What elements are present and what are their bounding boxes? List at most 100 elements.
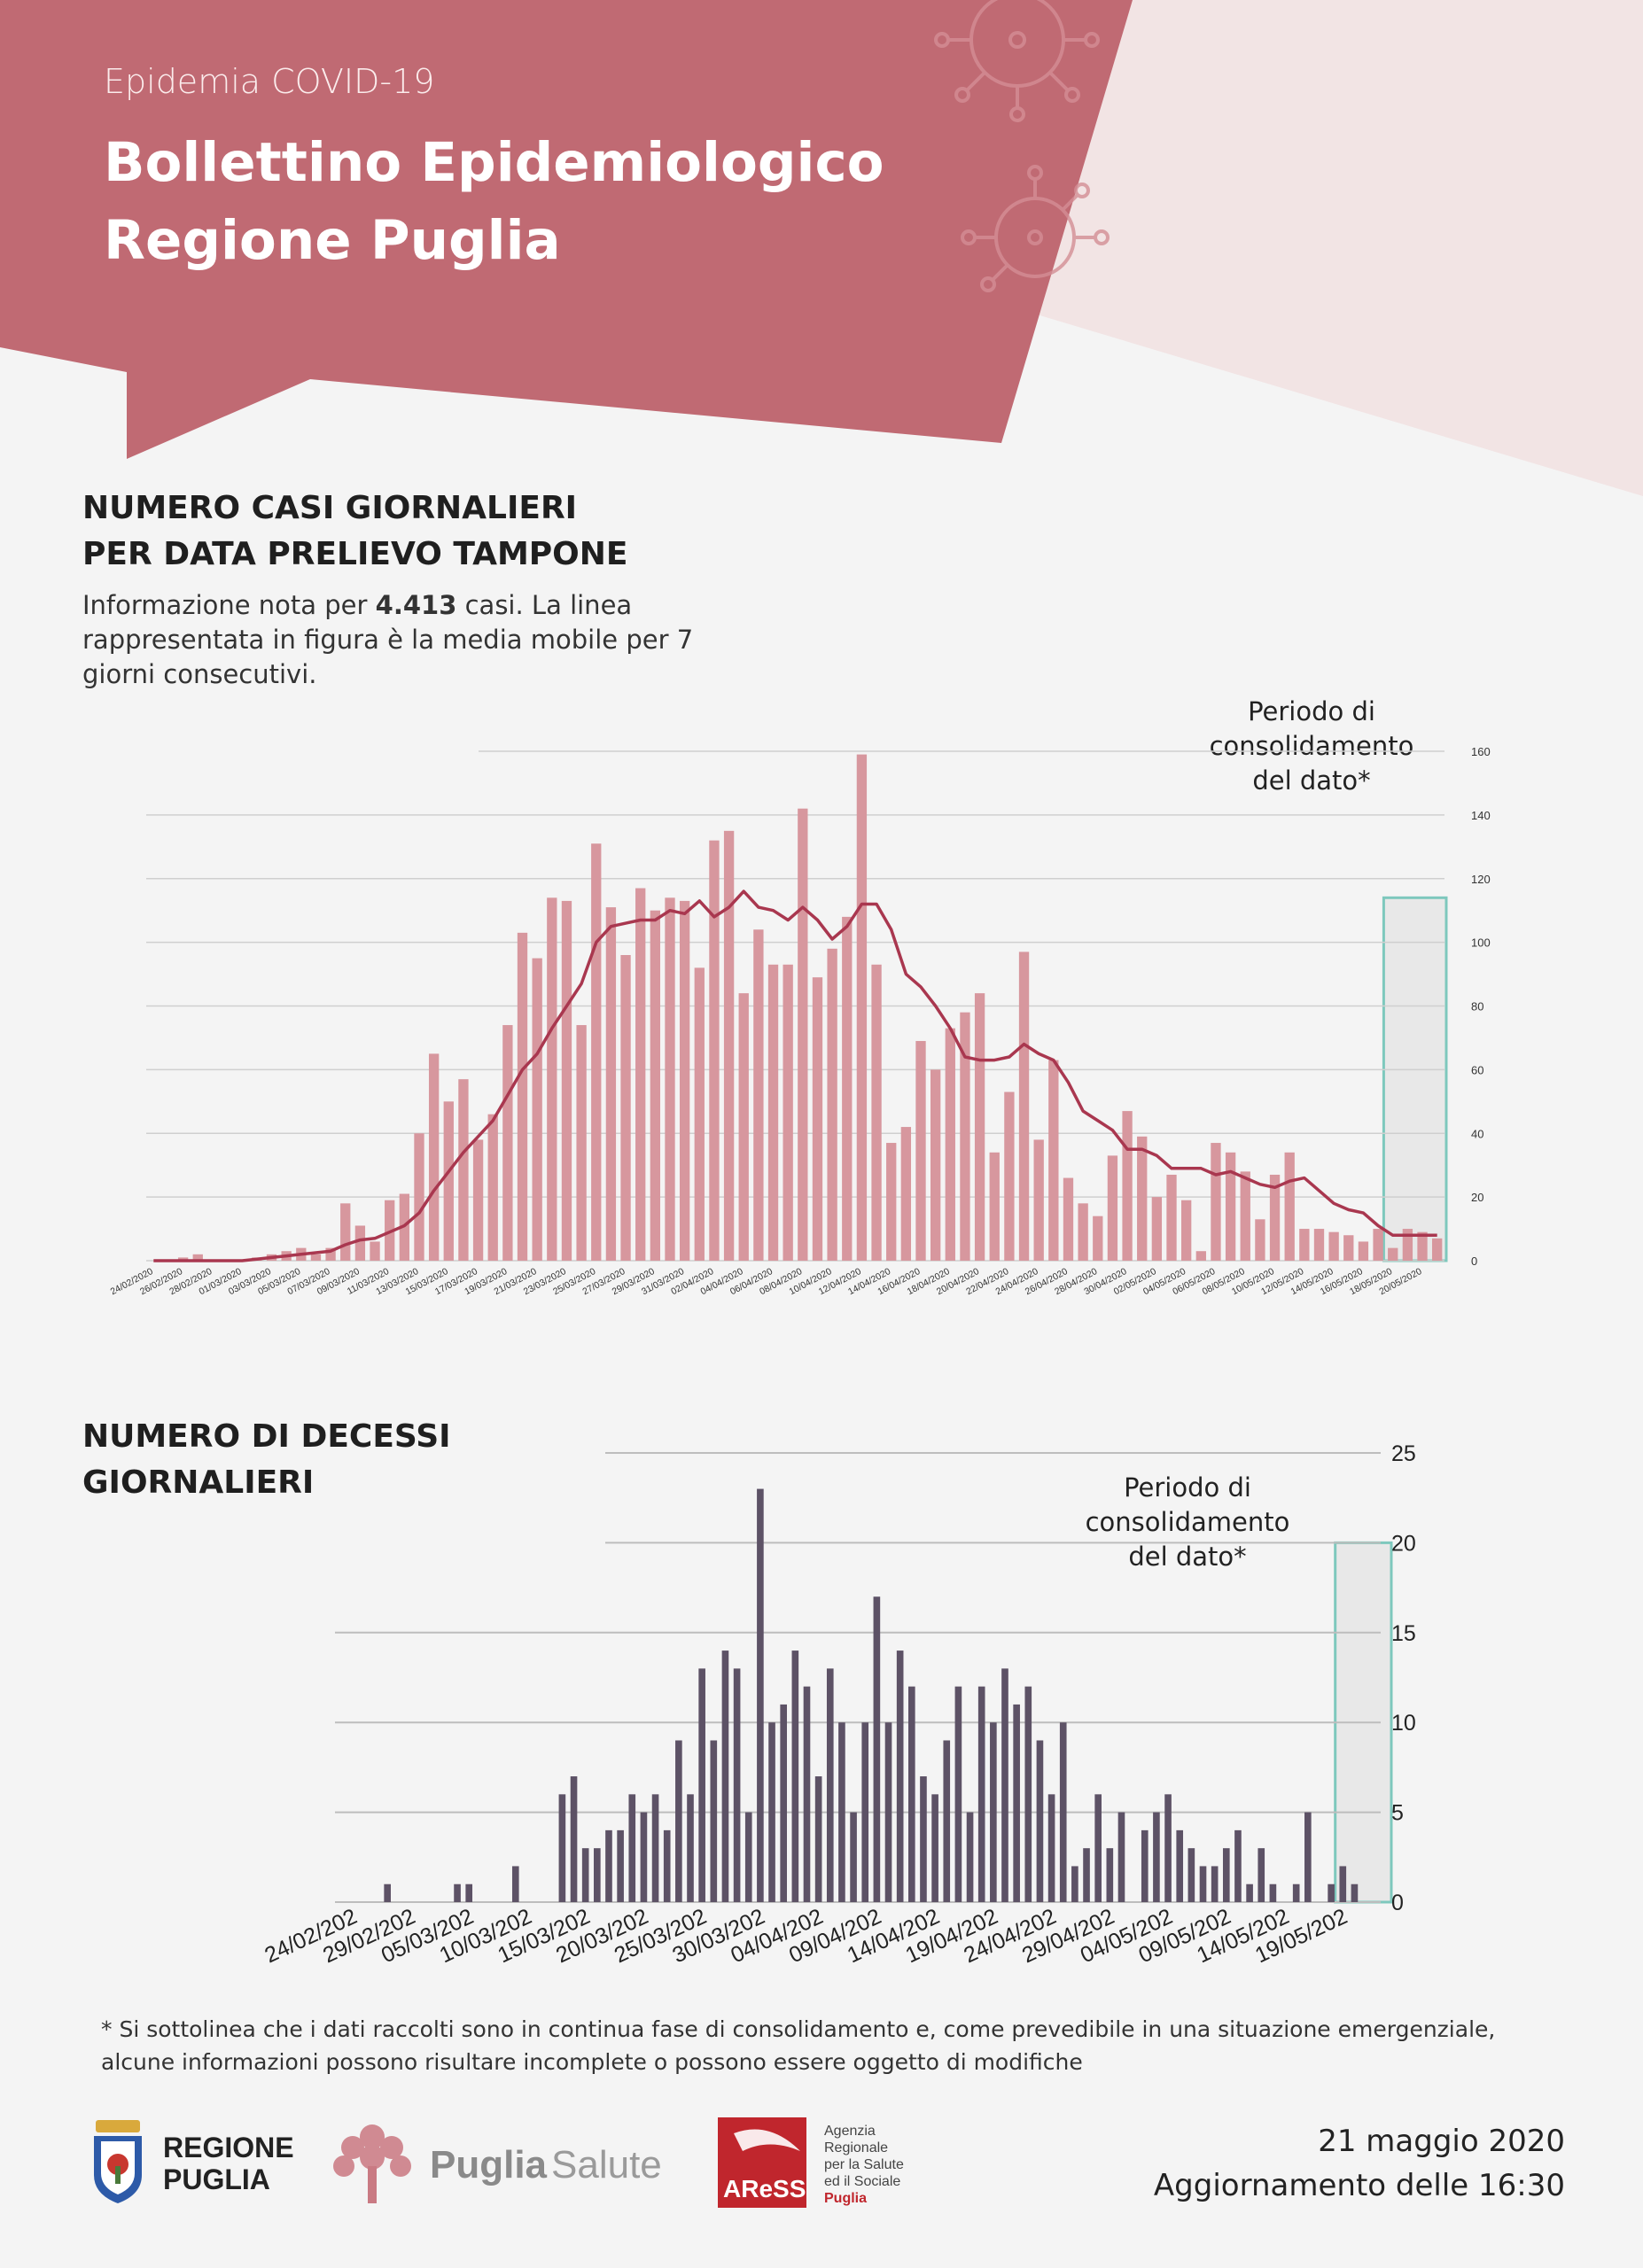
cases-ytick-label: 120 xyxy=(1471,873,1491,886)
cases-ytick-label: 60 xyxy=(1471,1063,1483,1076)
deaths-bar xyxy=(1024,1686,1032,1902)
cases-bar xyxy=(945,1028,955,1261)
deaths-ytick-label: 10 xyxy=(1391,1711,1416,1736)
cases-bar xyxy=(1240,1171,1250,1261)
cases-bar xyxy=(1269,1174,1281,1261)
deaths-bar xyxy=(861,1722,869,1902)
cases-heading: NUMERO CASI GIORNALIERI PER DATA PRELIEV… xyxy=(82,490,628,572)
cases-bar xyxy=(517,932,528,1261)
cases-bar xyxy=(886,1143,897,1261)
deaths-bar xyxy=(617,1829,624,1902)
cases-bar xyxy=(709,840,720,1261)
deaths-bar xyxy=(1117,1812,1125,1902)
deaths-bar xyxy=(1013,1704,1020,1902)
cases-ytick-label: 140 xyxy=(1471,809,1491,822)
cases-moving-average-line xyxy=(153,889,1437,1262)
regione-line-1: REGIONE xyxy=(163,2132,294,2163)
deaths-bar xyxy=(896,1651,904,1902)
deaths-bar xyxy=(594,1848,601,1902)
deaths-bar xyxy=(1199,1866,1207,1902)
deaths-bar xyxy=(791,1651,799,1902)
cases-bar xyxy=(428,1053,440,1261)
cases-bar xyxy=(487,1114,498,1261)
cases-ytick-label: 80 xyxy=(1471,1000,1483,1014)
aress-word: AReSS xyxy=(723,2175,806,2202)
cases-bar xyxy=(1063,1177,1074,1261)
bulletin-date: 21 maggio 2020 xyxy=(1318,2124,1565,2159)
cases-bar xyxy=(458,1079,469,1261)
deaths-bar xyxy=(814,1776,822,1902)
deaths-bar xyxy=(757,1488,764,1902)
cases-bar xyxy=(620,955,631,1261)
deaths-bar xyxy=(1176,1829,1184,1902)
cases-ytick-label: 0 xyxy=(1471,1254,1477,1268)
cases-ytick-label: 20 xyxy=(1471,1191,1483,1204)
cases-bar xyxy=(1107,1155,1118,1261)
deaths-bar xyxy=(873,1596,881,1902)
deaths-bar xyxy=(1258,1848,1265,1902)
deaths-bar xyxy=(884,1722,892,1902)
cases-bar xyxy=(1078,1203,1088,1261)
deaths-bar xyxy=(733,1668,741,1902)
cases-bar xyxy=(827,948,837,1261)
deaths-ytick-label: 0 xyxy=(1391,1891,1404,1915)
header-kicker: Epidemia COVID-19 xyxy=(104,62,435,101)
cases-bar xyxy=(856,754,868,1261)
deaths-bar xyxy=(465,1884,473,1902)
puglia-word: Puglia xyxy=(430,2143,548,2186)
cases-bar xyxy=(812,977,823,1261)
deaths-bar xyxy=(1269,1884,1277,1902)
deaths-bar xyxy=(907,1686,915,1902)
cases-bar xyxy=(502,1025,513,1261)
deaths-bar xyxy=(384,1884,391,1902)
agenzia-line-4: ed il Sociale xyxy=(824,2174,900,2189)
deaths-bar xyxy=(780,1704,788,1902)
deaths-bar xyxy=(1234,1829,1242,1902)
deaths-bar xyxy=(687,1794,694,1902)
deaths-bar xyxy=(1141,1829,1149,1902)
cases-bar xyxy=(1151,1197,1163,1261)
cases-bar xyxy=(605,907,617,1261)
cases-bar xyxy=(1093,1216,1103,1261)
deaths-bar xyxy=(1339,1866,1347,1902)
deaths-ytick-label: 25 xyxy=(1391,1441,1416,1466)
cases-bar xyxy=(1255,1219,1265,1261)
cases-bar xyxy=(650,910,661,1261)
cases-bar xyxy=(1358,1241,1369,1261)
cases-bar xyxy=(989,1152,1000,1261)
banner-main-shape xyxy=(0,0,1133,459)
cases-bar xyxy=(177,1257,189,1261)
deaths-ytick-label: 20 xyxy=(1391,1531,1416,1556)
cases-bar xyxy=(310,1254,322,1261)
deaths-bar xyxy=(1292,1884,1300,1902)
deaths-bar xyxy=(1094,1794,1102,1902)
virus-icon xyxy=(934,0,1100,122)
deaths-bar xyxy=(1106,1848,1114,1902)
deaths-bar xyxy=(605,1829,612,1902)
cases-bar xyxy=(930,1069,941,1261)
cases-bar xyxy=(576,1025,587,1261)
deaths-bar xyxy=(570,1776,578,1902)
cases-bar xyxy=(679,900,690,1261)
deaths-bar xyxy=(850,1812,857,1902)
puglia-salute-logo: Puglia Salute xyxy=(333,2124,662,2203)
cases-bar xyxy=(1033,1139,1044,1261)
cases-ytick-label: 40 xyxy=(1471,1127,1483,1140)
deaths-bar xyxy=(651,1794,659,1902)
cases-bar xyxy=(547,897,557,1261)
deaths-bar xyxy=(1047,1794,1055,1902)
deaths-ytick-label: 15 xyxy=(1391,1621,1416,1646)
deaths-bar xyxy=(1036,1740,1044,1902)
cases-bar xyxy=(354,1225,366,1261)
cases-bar xyxy=(738,993,749,1261)
deaths-bar xyxy=(1164,1794,1172,1902)
cases-consolidation-box xyxy=(1382,896,1448,1262)
cases-consolidation-label: Periodo di consolidamento del dato* xyxy=(1209,696,1414,796)
deaths-bar xyxy=(826,1668,834,1902)
deaths-bar xyxy=(558,1794,566,1902)
footnote: * Si sottolinea che i dati raccolti sono… xyxy=(101,2016,1496,2075)
deaths-bar xyxy=(803,1686,811,1902)
deaths-bar xyxy=(721,1651,729,1902)
cases-bar xyxy=(1313,1229,1325,1261)
deaths-bar xyxy=(954,1686,962,1902)
